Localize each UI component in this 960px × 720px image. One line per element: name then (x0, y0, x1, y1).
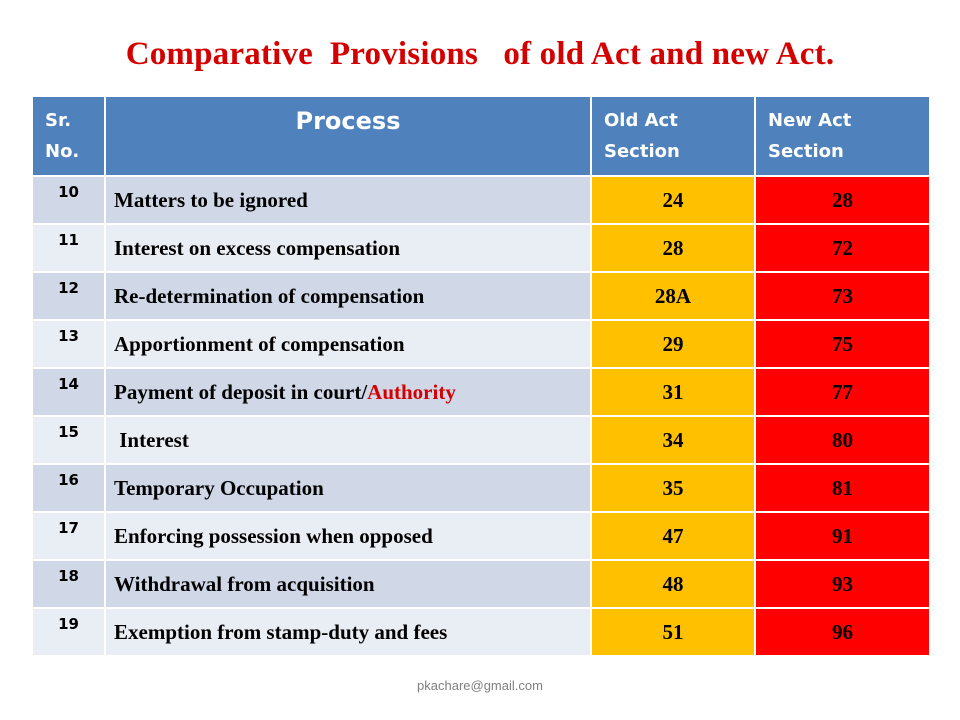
cell-old-act-section: 28 (590, 223, 756, 273)
cell-old-act-section: 24 (590, 175, 756, 225)
cell-process: Matters to be ignored (104, 175, 592, 225)
cell-old-act-section: 34 (590, 415, 756, 465)
cell-old-act-section: 28A (590, 271, 756, 321)
cell-sr-no: 18 (31, 559, 106, 609)
cell-old-act-section: 35 (590, 463, 756, 513)
table-row: 14 Payment of deposit in court/Authority 3… (31, 367, 931, 417)
process-text: Re-determination of compensation (114, 283, 425, 308)
cell-sr-no: 12 (31, 271, 106, 321)
table-row: 13 Apportionment of compensation 29 75 (31, 319, 931, 369)
table-body: 10 Matters to be ignored 24 28 11 Interest on… (31, 175, 931, 657)
cell-new-act-section: 93 (754, 559, 931, 609)
cell-new-act-section: 96 (754, 607, 931, 657)
cell-new-act-section: 73 (754, 271, 931, 321)
cell-process: Re-determination of compensation (104, 271, 592, 321)
process-text: Interest on excess compensation (114, 235, 401, 260)
table-row: 19 Exemption from stamp-duty and fees 51 96 (31, 607, 931, 657)
comparison-table: Sr. No. Process Old Act Section New Act Sec… (31, 95, 931, 657)
cell-old-act-section: 48 (590, 559, 756, 609)
cell-process: Payment of deposit in court/Authority (104, 367, 592, 417)
cell-process: Enforcing possession when opposed (104, 511, 592, 561)
cell-process: Interest (104, 415, 592, 465)
cell-process: Withdrawal from acquisition (104, 559, 592, 609)
cell-old-act-section: 29 (590, 319, 756, 369)
cell-new-act-section: 77 (754, 367, 931, 417)
cell-sr-no: 17 (31, 511, 106, 561)
table-row: 15 Interest 34 80 (31, 415, 931, 465)
cell-new-act-section: 28 (754, 175, 931, 225)
cell-new-act-section: 91 (754, 511, 931, 561)
header-sr-no: Sr. No. (31, 95, 106, 177)
header-process: Process (104, 95, 592, 177)
process-text: Withdrawal from acquisition (114, 571, 375, 596)
header-row: Sr. No. Process Old Act Section New Act Sec… (31, 95, 931, 177)
process-text: Payment of deposit in court/ (114, 379, 368, 404)
table-row: 11 Interest on excess compensation 28 72 (31, 223, 931, 273)
header-old-act-section: Old Act Section (590, 95, 756, 177)
cell-process: Interest on excess compensation (104, 223, 592, 273)
slide-title: Comparative Provisions of old Act and ne… (125, 36, 835, 72)
cell-new-act-section: 81 (754, 463, 931, 513)
process-text: Enforcing possession when opposed (114, 523, 433, 548)
cell-new-act-section: 72 (754, 223, 931, 273)
process-text: Temporary Occupation (114, 475, 324, 500)
process-text: Interest (114, 427, 189, 452)
cell-process: Temporary Occupation (104, 463, 592, 513)
footer-email: pkachare@gmail.com (417, 678, 543, 693)
table-row: 16 Temporary Occupation 35 81 (31, 463, 931, 513)
process-accent-text: Authority (367, 379, 456, 404)
cell-sr-no: 16 (31, 463, 106, 513)
cell-process: Apportionment of compensation (104, 319, 592, 369)
process-text: Matters to be ignored (114, 187, 308, 212)
table-row: 18 Withdrawal from acquisition 48 93 (31, 559, 931, 609)
process-text: Apportionment of compensation (114, 331, 405, 356)
header-new-act-section: New Act Section (754, 95, 931, 177)
cell-old-act-section: 51 (590, 607, 756, 657)
cell-sr-no: 10 (31, 175, 106, 225)
cell-old-act-section: 47 (590, 511, 756, 561)
cell-new-act-section: 80 (754, 415, 931, 465)
cell-sr-no: 14 (31, 367, 106, 417)
cell-sr-no: 15 (31, 415, 106, 465)
cell-sr-no: 13 (31, 319, 106, 369)
process-text: Exemption from stamp-duty and fees (114, 619, 448, 644)
table-row: 12 Re-determination of compensation 28A 73 (31, 271, 931, 321)
table-row: 10 Matters to be ignored 24 28 (31, 175, 931, 225)
cell-new-act-section: 75 (754, 319, 931, 369)
cell-process: Exemption from stamp-duty and fees (104, 607, 592, 657)
table-row: 17 Enforcing possession when opposed 47 91 (31, 511, 931, 561)
cell-sr-no: 11 (31, 223, 106, 273)
cell-old-act-section: 31 (590, 367, 756, 417)
cell-sr-no: 19 (31, 607, 106, 657)
